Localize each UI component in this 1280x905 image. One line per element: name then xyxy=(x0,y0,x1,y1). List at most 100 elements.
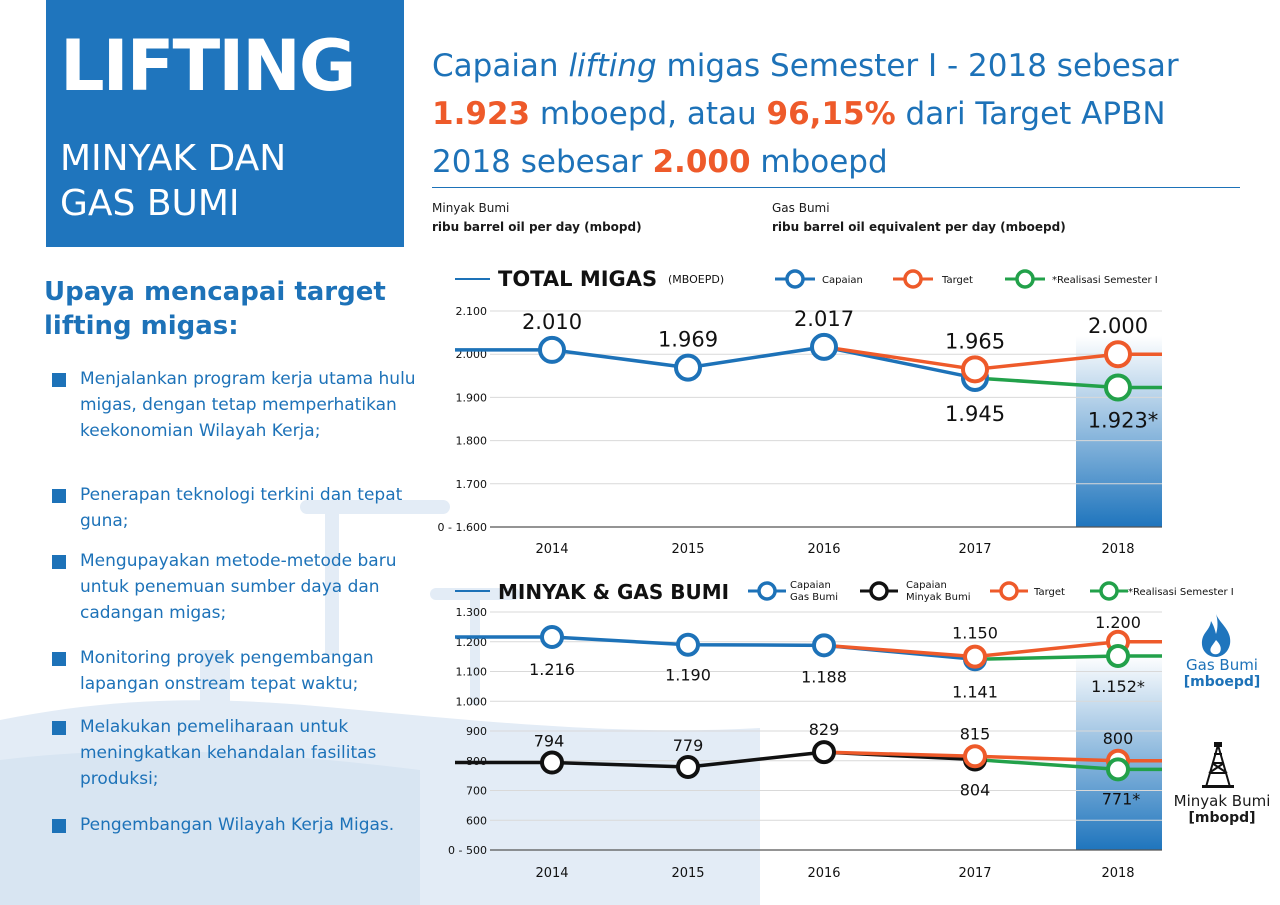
bullet-square-icon xyxy=(52,819,66,833)
chart1-title: TOTAL MIGAS xyxy=(498,267,657,291)
legend-label: Minyak Bumi xyxy=(906,592,970,603)
data-label: 771* xyxy=(1102,789,1141,808)
flame-icon xyxy=(1201,614,1231,657)
x-tick-label: 2017 xyxy=(958,542,991,557)
data-label: 804 xyxy=(960,781,991,800)
data-label: 794 xyxy=(534,732,565,751)
data-label: 1.150 xyxy=(952,624,998,643)
x-tick-label: 2017 xyxy=(958,866,991,881)
x-tick-label: 2018 xyxy=(1101,542,1134,557)
data-label: 1.965 xyxy=(945,329,1005,353)
chart2-header: MINYAK & GAS BUMI Capaian Gas Bumi Capai… xyxy=(455,580,1234,604)
headline-divider xyxy=(432,187,1240,188)
legend-marker xyxy=(1015,269,1035,289)
legend-marker xyxy=(785,269,805,289)
data-point xyxy=(676,632,700,657)
chart2-series xyxy=(455,624,1162,782)
legend-label: Capaian xyxy=(906,580,947,591)
legend-capaian-minyak: Capaian Minyak Bumi xyxy=(860,580,970,603)
y-tick-label: 1.100 xyxy=(456,666,488,679)
gas-unit-label: Gas Bumi xyxy=(772,201,830,215)
chart1-header: TOTAL MIGAS (MBOEPD) Capaian Target *Rea… xyxy=(455,267,1158,291)
legend-marker xyxy=(869,581,889,601)
oil-unit-desc: ribu barrel oil per day (mbopd) xyxy=(432,220,642,234)
data-point xyxy=(674,353,702,382)
y-tick-label: 1.300 xyxy=(456,606,488,619)
title-sub-2: GAS BUMI xyxy=(60,183,240,224)
data-point xyxy=(1106,644,1130,669)
data-label: 779 xyxy=(673,736,704,755)
chart1-data-labels: 2.010 1.969 2.017 1.945 1.965 2.000 1.923* xyxy=(522,307,1158,433)
legend-label: *Realisasi Semester I xyxy=(1052,275,1158,286)
data-point xyxy=(1104,340,1132,369)
legend-capaian: Capaian xyxy=(775,269,863,289)
y-tick-label: 0 - 1.600 xyxy=(438,521,487,534)
title-lifting: LIFTING xyxy=(60,25,356,107)
upaya-item-text: Menjalankan program kerja utama hulu mig… xyxy=(80,369,416,441)
upaya-item-text: Penerapan teknologi terkini dan tepat gu… xyxy=(80,485,403,531)
data-label: 1.923* xyxy=(1088,408,1159,432)
data-label: 1.188 xyxy=(801,667,847,686)
bullet-square-icon xyxy=(52,652,66,666)
bullet-square-icon xyxy=(52,555,66,569)
y-tick-label: 1.900 xyxy=(456,391,488,404)
bullet-square-icon xyxy=(52,373,66,387)
x-tick-label: 2015 xyxy=(671,866,704,881)
x-tick-label: 2015 xyxy=(671,542,704,557)
legend-label: Target xyxy=(1033,587,1065,598)
data-label: 1.969 xyxy=(658,328,718,352)
legend-target: Target xyxy=(990,581,1065,601)
y-tick-label: 900 xyxy=(466,725,487,738)
data-point xyxy=(963,644,987,669)
bullet-square-icon xyxy=(52,489,66,503)
data-point xyxy=(538,335,566,364)
headline-line-2: 1.923 mboepd, atau 96,15% dari Target AP… xyxy=(432,96,1166,132)
upaya-title: Upaya mencapai target lifting migas: xyxy=(44,277,386,341)
legend-label: Capaian xyxy=(790,580,831,591)
upaya-item-text: Monitoring proyek pengembangan lapangan … xyxy=(80,648,374,694)
legend-capaian-gas: Capaian Gas Bumi xyxy=(748,580,838,603)
gas-unit-desc: ribu barrel oil equivalent per day (mboe… xyxy=(772,220,1066,234)
legend-realisasi: *Realisasi Semester I xyxy=(1090,581,1234,601)
y-tick-label: 700 xyxy=(466,785,487,798)
chart2-data-labels: 1.216 1.190 1.188 1.141 1.150 1.200 1.152* 794 7… xyxy=(529,613,1145,809)
oil-rig-icon xyxy=(1200,741,1236,789)
legend-marker xyxy=(757,581,777,601)
legend-realisasi: *Realisasi Semester I xyxy=(1005,269,1158,289)
data-point xyxy=(676,754,700,779)
data-point xyxy=(961,355,989,384)
data-point xyxy=(1104,373,1132,402)
data-label: 1.216 xyxy=(529,660,575,679)
upaya-item-text: Pengembangan Wilayah Kerja Migas. xyxy=(80,815,395,835)
hill-front xyxy=(0,751,420,905)
series-line xyxy=(823,345,1162,372)
data-label: 2.017 xyxy=(794,307,854,331)
chart2-x-ticks: 2014 2015 2016 2017 2018 xyxy=(535,866,1134,881)
data-label: 1.152* xyxy=(1091,677,1145,696)
chart2-title: MINYAK & GAS BUMI xyxy=(498,580,729,604)
legend-target: Target xyxy=(893,269,973,289)
y-tick-label: 600 xyxy=(466,814,487,827)
legend-label: *Realisasi Semester I xyxy=(1128,587,1234,598)
oil-unit-label: Minyak Bumi xyxy=(432,201,510,215)
headline-line-1: Capaian lifting migas Semester I - 2018 … xyxy=(432,48,1179,84)
chart1-unit: (MBOEPD) xyxy=(668,273,724,286)
data-label: 1.945 xyxy=(945,402,1005,426)
chart1-x-ticks: 2014 2015 2016 2017 2018 xyxy=(535,542,1134,557)
headline-line-3: 2018 sebesar 2.000 mboepd xyxy=(432,144,888,180)
data-point xyxy=(812,740,836,765)
series-line xyxy=(823,750,1162,763)
data-point xyxy=(812,633,836,658)
data-point xyxy=(540,750,564,775)
y-tick-label: 1.800 xyxy=(456,435,488,448)
data-label: 1.190 xyxy=(665,666,711,685)
y-tick-label: 0 - 500 xyxy=(448,844,487,857)
data-label: 1.200 xyxy=(1095,613,1141,632)
data-label: 829 xyxy=(809,720,840,739)
data-point xyxy=(540,624,564,649)
x-tick-label: 2014 xyxy=(535,542,568,557)
x-tick-label: 2018 xyxy=(1101,866,1134,881)
